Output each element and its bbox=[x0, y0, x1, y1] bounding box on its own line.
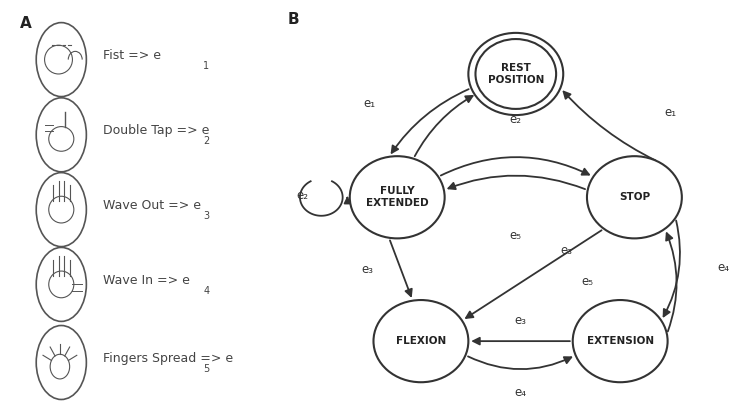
Text: Fingers Spread => e: Fingers Spread => e bbox=[103, 352, 233, 365]
Text: B: B bbox=[288, 12, 300, 27]
Text: e₅: e₅ bbox=[581, 275, 593, 288]
Text: e₅: e₅ bbox=[510, 229, 522, 242]
Circle shape bbox=[373, 300, 468, 382]
Text: STOP: STOP bbox=[619, 192, 650, 202]
Text: Double Tap => e: Double Tap => e bbox=[103, 124, 209, 137]
Text: EXTENSION: EXTENSION bbox=[587, 336, 654, 346]
Text: 2: 2 bbox=[203, 136, 209, 146]
Text: FLEXION: FLEXION bbox=[396, 336, 446, 346]
Text: REST
POSITION: REST POSITION bbox=[488, 63, 544, 85]
Text: e₂: e₂ bbox=[510, 113, 522, 126]
Text: e₃: e₃ bbox=[361, 263, 373, 276]
Circle shape bbox=[587, 156, 682, 238]
Text: e₃: e₃ bbox=[514, 314, 526, 327]
Text: e₃: e₃ bbox=[560, 243, 572, 256]
Text: Wave In => e: Wave In => e bbox=[103, 274, 190, 287]
Text: e₁: e₁ bbox=[664, 106, 676, 119]
Circle shape bbox=[573, 300, 668, 382]
Circle shape bbox=[349, 156, 444, 238]
Text: Wave Out => e: Wave Out => e bbox=[103, 199, 201, 212]
Text: FULLY
EXTENDED: FULLY EXTENDED bbox=[366, 187, 428, 208]
Text: e₁: e₁ bbox=[364, 97, 376, 110]
Text: e₄: e₄ bbox=[514, 386, 526, 399]
Circle shape bbox=[468, 33, 563, 115]
Text: 4: 4 bbox=[203, 286, 209, 296]
Text: 1: 1 bbox=[203, 61, 209, 71]
Text: e₂: e₂ bbox=[297, 189, 308, 202]
Text: 5: 5 bbox=[203, 364, 209, 374]
Text: e₄: e₄ bbox=[717, 261, 729, 275]
Text: 3: 3 bbox=[203, 211, 209, 221]
Text: Fist => e: Fist => e bbox=[103, 49, 161, 62]
Text: A: A bbox=[20, 16, 32, 31]
